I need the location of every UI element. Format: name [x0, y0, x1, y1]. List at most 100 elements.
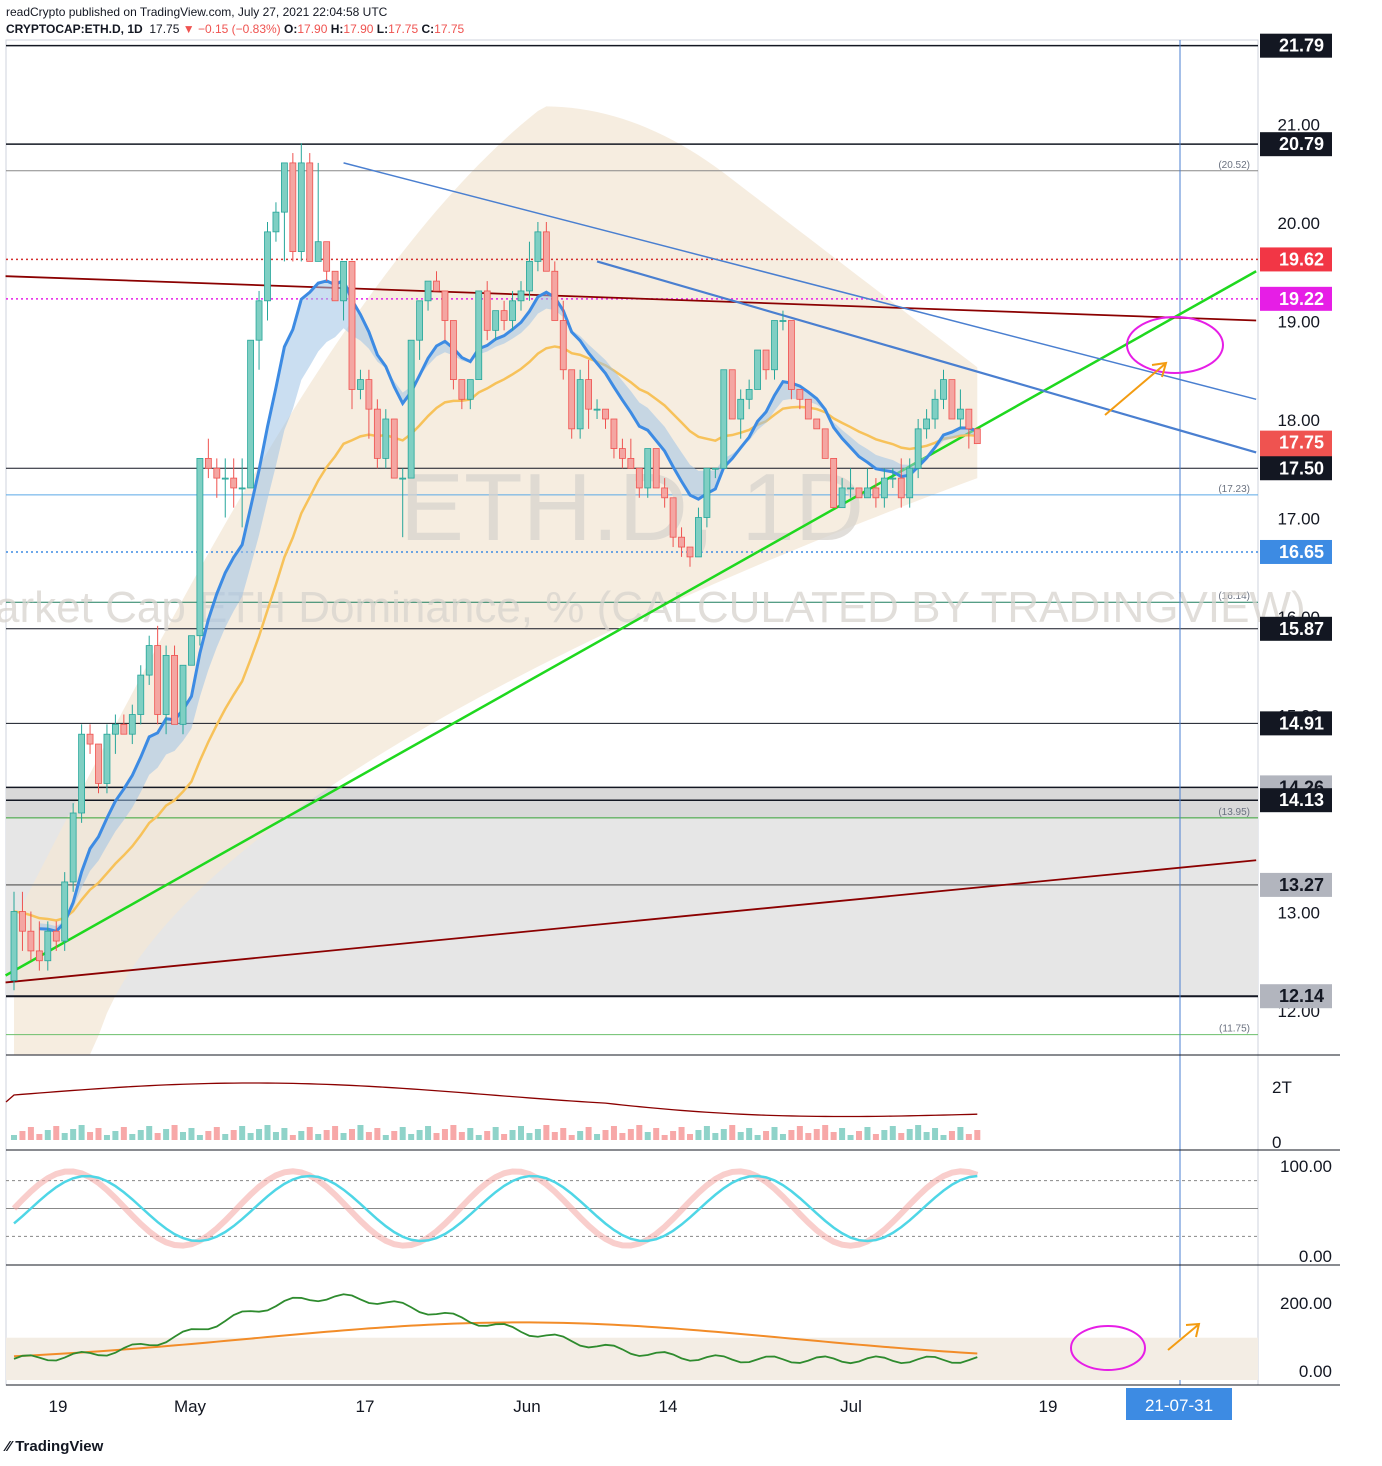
- level-note-4: (11.75): [1219, 1024, 1250, 1035]
- volume-bar-1: [19, 1131, 26, 1140]
- volume-bar-64: [551, 1132, 558, 1140]
- candle-body-77: [661, 487, 669, 499]
- candle-body-87: [745, 389, 753, 400]
- volume-bar-58: [501, 1134, 508, 1140]
- green-trendline: [4, 270, 1257, 977]
- indicator-ellipse: [1070, 1325, 1146, 1371]
- candle-body-55: [475, 290, 483, 381]
- y-tick-2: 19.00: [1277, 313, 1320, 332]
- indicator-tick-1: 0.00: [1299, 1362, 1332, 1381]
- candle-body-110: [940, 379, 947, 400]
- y-tick-3: 18.00: [1277, 411, 1320, 430]
- volume-bar-27: [239, 1126, 246, 1140]
- volume-bar-33: [289, 1135, 296, 1140]
- candle-body-26: [230, 477, 238, 489]
- volume-bar-35: [306, 1127, 313, 1140]
- volume-bar-25: [222, 1134, 229, 1140]
- volume-bar-62: [534, 1129, 541, 1140]
- candles: [10, 143, 981, 991]
- candle-body-88: [754, 349, 761, 390]
- candle-body-9: [86, 733, 94, 745]
- symbol-line: CRYPTOCAP:ETH.D, 1D 17.75 ▼ −0.15 (−0.83…: [6, 22, 464, 36]
- candle-body-61: [526, 260, 533, 292]
- candle-body-72: [619, 448, 626, 459]
- volume-bar-22: [196, 1135, 203, 1140]
- volume-bar-104: [889, 1126, 896, 1140]
- volume-bar-89: [763, 1131, 770, 1140]
- candle-body-112: [957, 408, 964, 420]
- volume-bar-38: [332, 1126, 339, 1140]
- price-label-bg-1: [1260, 132, 1332, 157]
- candle-body-21: [188, 635, 195, 666]
- volume-bar-42: [365, 1132, 372, 1140]
- price-axis: 21.0020.0019.0018.0017.0016.0015.0013.00…: [1258, 33, 1332, 1021]
- volume-bar-6: [61, 1133, 68, 1140]
- volume-bar-14: [129, 1134, 136, 1140]
- close-value: 17.75: [434, 22, 465, 36]
- volume-bar-20: [180, 1132, 186, 1140]
- volume-bar-78: [670, 1131, 677, 1140]
- candle-body-69: [593, 408, 601, 411]
- cursor-date-bg: [1126, 1388, 1232, 1420]
- open-value: 17.90: [297, 22, 328, 36]
- symbol-name[interactable]: CRYPTOCAP:ETH.D, 1D: [6, 22, 143, 36]
- candle-body-92: [788, 320, 795, 390]
- candle-body-41: [357, 379, 364, 390]
- volume-bar-90: [771, 1127, 778, 1140]
- volume-bar-48: [416, 1130, 423, 1140]
- candle-body-103: [880, 477, 888, 499]
- candle-body-12: [112, 723, 119, 735]
- volume-bar-46: [399, 1127, 406, 1140]
- candle-body-85: [728, 369, 736, 420]
- projection-arrow: [1104, 361, 1168, 416]
- volume-bar-24: [213, 1127, 220, 1140]
- volume-bar-32: [281, 1128, 288, 1140]
- indicator-zone: [6, 1337, 1258, 1380]
- volume-bar-63: [543, 1125, 550, 1140]
- price-label-bg-12: [1260, 984, 1332, 1009]
- candle-body-54: [466, 379, 474, 400]
- cloud-band: [14, 106, 978, 1055]
- candle-body-81: [695, 517, 702, 558]
- candle-body-53: [458, 379, 466, 400]
- volume-bar-93: [796, 1126, 803, 1140]
- volume-bar-45: [391, 1131, 398, 1140]
- volume-bar-77: [661, 1135, 668, 1140]
- candle-body-42: [365, 379, 373, 410]
- blue-ma: [39, 278, 978, 933]
- candle-body-38: [331, 270, 339, 302]
- tradingview-logo[interactable]: ⁄⁄ TradingView: [6, 1438, 103, 1455]
- price-label-bg-8: [1260, 711, 1332, 736]
- price-label-0: 21.79: [1279, 36, 1324, 56]
- volume-bar-51: [441, 1129, 448, 1140]
- price-label-bg-10: [1260, 788, 1332, 813]
- volume-bar-102: [872, 1134, 879, 1140]
- candle-body-83: [711, 467, 719, 470]
- volume-bar-56: [484, 1131, 491, 1140]
- candle-body-101: [864, 487, 871, 499]
- candle-body-23: [204, 457, 212, 469]
- watermark-description: Market Cap ETH Dominance, % (CALCULATED …: [0, 583, 1306, 632]
- candle-body-33: [289, 162, 297, 252]
- candle-body-14: [128, 714, 136, 735]
- volume-bar-3: [36, 1134, 43, 1140]
- candle-body-20: [179, 664, 187, 725]
- candle-body-0: [10, 911, 18, 981]
- volume-bar-9: [87, 1132, 94, 1140]
- high-label: H:: [330, 22, 344, 36]
- volume-bar-7: [70, 1129, 77, 1140]
- volume-bar-91: [779, 1134, 786, 1140]
- volume-bar-49: [425, 1126, 432, 1140]
- volume-bar-72: [619, 1133, 626, 1140]
- volume-bar-80: [687, 1134, 693, 1140]
- volume-bar-84: [720, 1129, 727, 1140]
- price-label-8: 14.91: [1279, 713, 1324, 733]
- candle-body-29: [255, 300, 263, 341]
- candle-body-98: [838, 487, 846, 509]
- candle-body-79: [678, 536, 685, 548]
- candle-body-64: [551, 270, 559, 321]
- volume-bar-15: [137, 1130, 144, 1140]
- cursor-date-label: 21-07-31: [1145, 1396, 1213, 1415]
- volume-bar-88: [754, 1135, 761, 1140]
